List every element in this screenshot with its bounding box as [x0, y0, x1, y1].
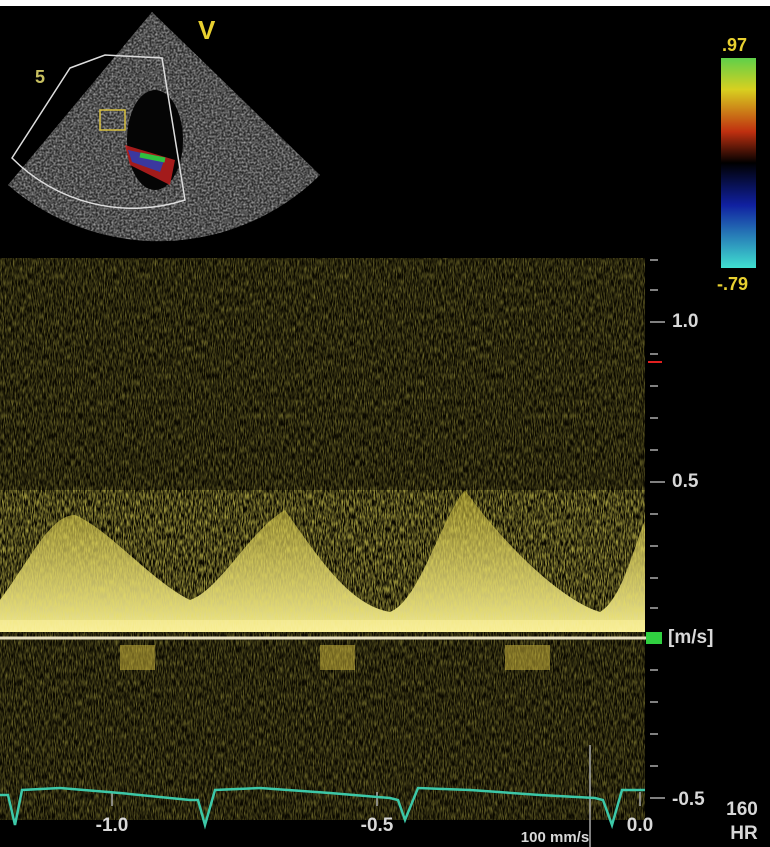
heart-rate-label: HR: [730, 823, 758, 844]
baseline-marker: [646, 632, 662, 644]
velocity-ticks: [650, 260, 665, 798]
depth-label: 5: [35, 67, 45, 87]
time-tick-label: 0.0: [627, 815, 653, 836]
color-bar-min: -.79: [717, 274, 748, 294]
heart-rate: 160: [726, 799, 758, 820]
doppler-spectrum: [0, 258, 648, 820]
top-strip: [0, 0, 770, 6]
velocity-tick-label: 1.0: [672, 311, 698, 332]
time-tick-label: -1.0: [96, 815, 129, 836]
velocity-unit: [m/s]: [668, 627, 713, 648]
sector-image: [0, 0, 330, 250]
velocity-tick-label: -0.5: [672, 789, 705, 810]
color-bar: [721, 58, 756, 268]
sector-label: V: [198, 15, 216, 45]
color-bar-max: .97: [722, 35, 747, 55]
velocity-tick-label: 0.5: [672, 471, 699, 492]
sweep-speed: 100 mm/s: [521, 829, 589, 846]
ultrasound-screen: V 5 .97 -.79 1.0 0.5 [m/s] -0.5 -1.0 -0.…: [0, 0, 770, 847]
time-tick-label: -0.5: [361, 815, 394, 836]
